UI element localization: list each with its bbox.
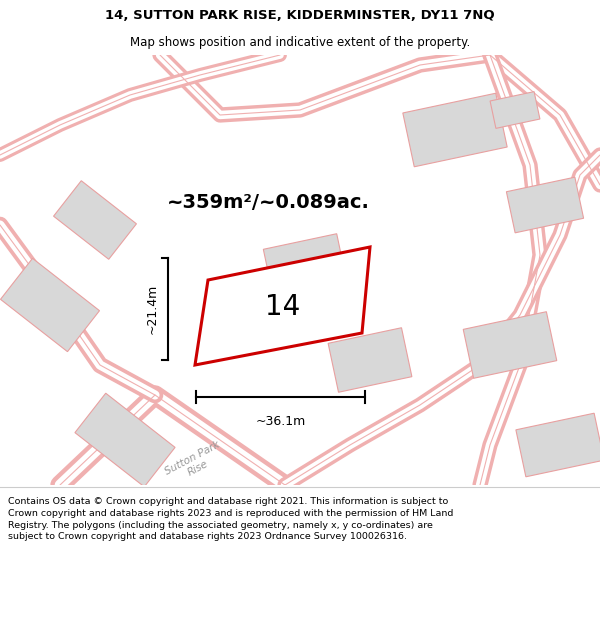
Text: Map shows position and indicative extent of the property.: Map shows position and indicative extent…: [130, 36, 470, 49]
Polygon shape: [463, 312, 557, 378]
Polygon shape: [195, 247, 370, 365]
Text: ~359m²/~0.089ac.: ~359m²/~0.089ac.: [167, 194, 370, 213]
Text: Sutton Park
Rise: Sutton Park Rise: [163, 439, 227, 487]
Polygon shape: [225, 263, 340, 345]
Polygon shape: [403, 93, 507, 167]
Polygon shape: [506, 177, 584, 233]
Text: Contains OS data © Crown copyright and database right 2021. This information is : Contains OS data © Crown copyright and d…: [8, 497, 454, 541]
Text: 14, SUTTON PARK RISE, KIDDERMINSTER, DY11 7NQ: 14, SUTTON PARK RISE, KIDDERMINSTER, DY1…: [105, 9, 495, 22]
Polygon shape: [75, 393, 175, 487]
Polygon shape: [516, 413, 600, 477]
Text: 14: 14: [265, 293, 301, 321]
Polygon shape: [328, 328, 412, 392]
Polygon shape: [490, 92, 540, 128]
Polygon shape: [263, 234, 347, 296]
Text: ~36.1m: ~36.1m: [256, 415, 305, 428]
Text: ~21.4m: ~21.4m: [146, 284, 158, 334]
Polygon shape: [1, 258, 100, 352]
Polygon shape: [53, 181, 136, 259]
